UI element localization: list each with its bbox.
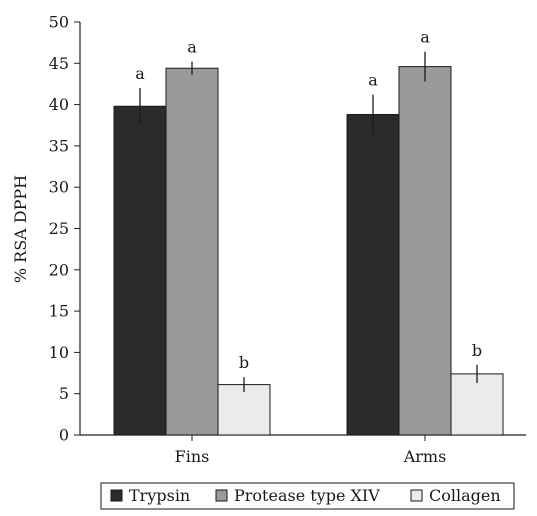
legend-swatch: [410, 489, 423, 502]
y-tick-label: 40: [49, 95, 69, 114]
legend-box: [100, 482, 515, 510]
y-tick-label: 15: [49, 302, 69, 321]
x-category-label: Fins: [175, 447, 210, 466]
legend-label: Collagen: [429, 486, 501, 505]
bar-collagen: [217, 384, 271, 436]
y-tick-label: 5: [59, 384, 69, 403]
bar-collagen: [450, 373, 504, 436]
y-tick-label: 10: [49, 343, 69, 362]
y-tick-label: 30: [49, 178, 69, 197]
y-tick-label: 25: [49, 219, 69, 238]
significance-label: a: [420, 28, 430, 47]
significance-label: a: [135, 64, 145, 83]
y-tick-label: 50: [49, 13, 69, 32]
significance-label: a: [368, 71, 378, 90]
bar-trypsin: [346, 114, 400, 436]
legend-label: Protease type XIV: [234, 486, 380, 505]
significance-label: b: [239, 353, 249, 372]
y-tick-label: 35: [49, 136, 69, 155]
x-category-label: Arms: [403, 447, 447, 466]
y-tick-label: 45: [49, 54, 69, 73]
legend-swatch: [215, 489, 228, 502]
legend-swatch: [110, 489, 123, 502]
bar-trypsin: [113, 105, 167, 436]
y-axis-title: % RSA DPPH: [11, 175, 30, 283]
significance-label: a: [187, 38, 197, 57]
y-tick-label: 20: [49, 260, 69, 279]
legend-label: Trypsin: [129, 486, 190, 505]
significance-label: b: [472, 341, 482, 360]
bar-protease-type-xiv: [165, 67, 219, 436]
y-tick-label: 0: [59, 426, 69, 445]
bar-protease-type-xiv: [398, 66, 452, 436]
